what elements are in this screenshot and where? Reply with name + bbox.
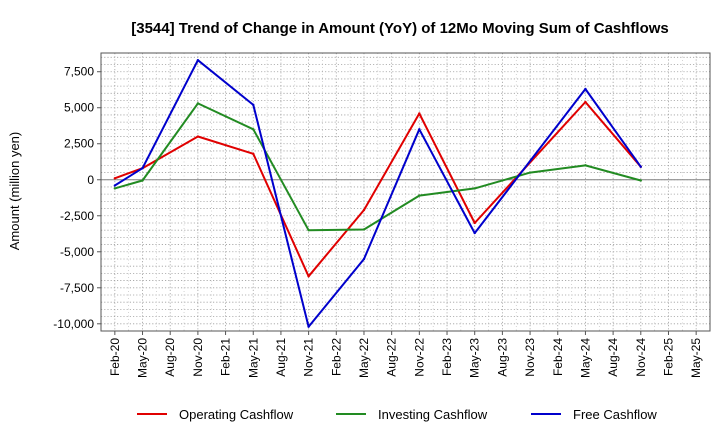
data-point-operating-cashflow	[252, 152, 255, 156]
x-tick-label: May-22	[357, 338, 371, 378]
series-line-operating-cashflow	[114, 101, 642, 278]
y-tick-label: -7,500	[60, 281, 94, 295]
y-tick-label: 2,500	[64, 137, 94, 151]
legend-label-free-cashflow: Free Cashflow	[573, 407, 657, 422]
data-point-free-cashflow	[584, 87, 587, 91]
data-point-investing-cashflow	[113, 187, 117, 190]
data-point-free-cashflow	[113, 184, 117, 187]
x-tick-label: Nov-20	[191, 338, 205, 377]
data-point-free-cashflow	[307, 325, 310, 328]
data-point-operating-cashflow	[584, 100, 587, 104]
x-tick-label: Aug-20	[163, 338, 177, 377]
x-tick-label: Feb-24	[551, 338, 565, 376]
x-tick-label: May-23	[468, 338, 482, 378]
x-tick-label: Feb-25	[661, 338, 675, 376]
x-tick-label: Feb-22	[329, 338, 343, 376]
legend: Operating Cashflow Investing Cashflow Free…	[137, 407, 657, 422]
data-point-free-cashflow	[141, 167, 144, 170]
data-point-investing-cashflow	[528, 171, 532, 174]
y-tick-label: -2,500	[60, 209, 94, 223]
data-point-free-cashflow	[252, 103, 255, 107]
x-tick-label: Feb-20	[108, 338, 122, 376]
x-tick-label: Nov-23	[523, 338, 537, 377]
y-tick-label: -5,000	[60, 245, 94, 259]
x-tick-label: May-20	[136, 338, 150, 378]
x-tick-label: Feb-23	[440, 338, 454, 376]
x-tick-label: Aug-23	[495, 338, 509, 377]
data-point-operating-cashflow	[418, 112, 421, 115]
data-point-operating-cashflow	[473, 221, 476, 225]
data-point-investing-cashflow	[196, 102, 200, 105]
series-line-free-cashflow	[114, 59, 642, 328]
data-point-operating-cashflow	[307, 275, 310, 278]
data-point-investing-cashflow	[584, 164, 587, 167]
y-axis-ticks: 7,500 5,000 2,500 0 -2,500 -5,000 -7,500 -10,00…	[53, 65, 101, 331]
legend-label-operating-cashflow: Operating Cashflow	[179, 407, 294, 422]
data-point-free-cashflow	[639, 165, 642, 168]
plot-frame	[100, 52, 711, 332]
data-point-operating-cashflow	[196, 135, 200, 138]
x-tick-label: Aug-21	[274, 338, 288, 377]
x-tick-label: Aug-22	[385, 338, 399, 377]
data-point-operating-cashflow	[113, 177, 117, 180]
x-tick-label: Nov-24	[634, 338, 648, 377]
y-tick-label: 7,500	[64, 65, 94, 79]
plot-border	[100, 52, 711, 332]
data-point-free-cashflow	[196, 59, 200, 62]
data-point-free-cashflow	[418, 128, 421, 131]
data-point-investing-cashflow	[362, 228, 366, 231]
legend-label-investing-cashflow: Investing Cashflow	[378, 407, 488, 422]
grid	[101, 53, 710, 332]
x-tick-label: May-24	[578, 338, 592, 378]
y-axis-label: Amount (million yen)	[7, 132, 22, 251]
x-tick-label: Nov-21	[302, 338, 316, 377]
data-point-free-cashflow	[362, 257, 366, 261]
data-point-investing-cashflow	[418, 194, 421, 197]
y-tick-label: -10,000	[53, 317, 94, 331]
x-tick-label: May-25	[689, 338, 703, 378]
data-point-investing-cashflow	[252, 128, 255, 131]
data-point-investing-cashflow	[141, 179, 144, 182]
series-layer	[113, 59, 642, 328]
data-point-investing-cashflow	[473, 187, 476, 190]
chart-title: [3544] Trend of Change in Amount (YoY) o…	[131, 20, 669, 37]
y-tick-label: 5,000	[64, 101, 94, 115]
data-point-free-cashflow	[473, 231, 476, 235]
y-tick-label: 0	[87, 173, 94, 187]
data-point-investing-cashflow	[639, 179, 642, 182]
x-tick-label: May-21	[246, 338, 260, 378]
x-axis-ticks: Feb-20 May-20 Aug-20 Nov-20 Feb-21 May-21 Aug-…	[108, 331, 703, 378]
x-tick-label: Aug-24	[606, 338, 620, 377]
x-tick-label: Feb-21	[219, 338, 233, 376]
data-point-investing-cashflow	[307, 228, 310, 232]
data-point-operating-cashflow	[362, 208, 366, 212]
x-tick-label: Nov-22	[412, 338, 426, 377]
